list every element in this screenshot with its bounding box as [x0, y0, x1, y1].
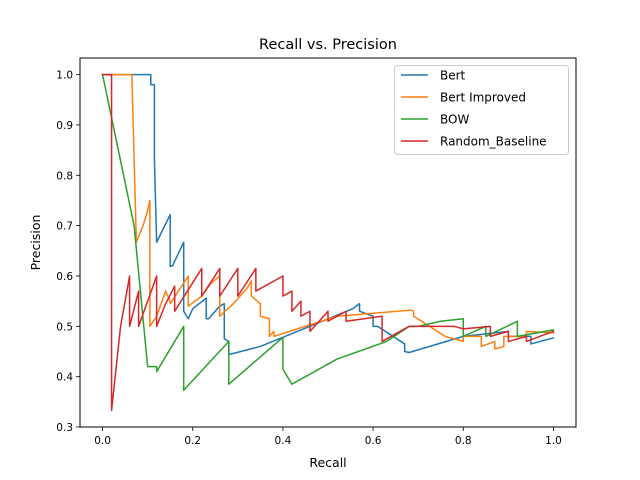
x-tick-label: 0.2 — [184, 435, 201, 447]
y-tick-label: 1.0 — [56, 70, 73, 82]
y-tick-label: 0.5 — [56, 321, 73, 333]
plot-frame — [79, 57, 577, 428]
series-line-3 — [101, 73, 555, 412]
series-line-1 — [101, 73, 555, 350]
legend-frame — [394, 65, 569, 155]
legend-label-3: Random_Baseline — [440, 135, 547, 149]
y-axis-label: Precision — [28, 215, 43, 271]
y-tick-label: 0.8 — [56, 170, 73, 182]
series-line-2 — [101, 73, 555, 391]
y-tick-label: 0.9 — [56, 120, 73, 132]
legend-label-1: Bert Improved — [440, 91, 526, 105]
legend-label-0: Bert — [440, 69, 466, 83]
legend: Bert Bert Improved BOW Random_Baseline — [394, 65, 569, 155]
chart-title: Recall vs. Precision — [259, 37, 397, 53]
series-layer — [101, 73, 555, 412]
y-axis-ticks: 0.3 0.4 0.5 0.6 0.7 0.8 0.9 1.0 — [56, 70, 80, 434]
x-tick-label: 0.0 — [94, 435, 111, 447]
legend-label-2: BOW — [440, 113, 469, 127]
x-axis-ticks: 0.0 0.2 0.4 0.6 0.8 1.0 — [94, 427, 562, 447]
y-tick-label: 0.4 — [56, 372, 73, 384]
y-tick-label: 0.7 — [56, 221, 73, 233]
x-tick-label: 0.8 — [455, 435, 472, 447]
x-axis-label: Recall — [309, 455, 346, 470]
x-tick-label: 0.6 — [365, 435, 382, 447]
y-tick-label: 0.6 — [56, 271, 73, 283]
x-tick-label: 0.4 — [275, 435, 292, 447]
y-tick-label: 0.3 — [56, 422, 73, 434]
legend-items: Bert Bert Improved BOW Random_Baseline — [401, 69, 547, 149]
x-tick-label: 1.0 — [545, 435, 562, 447]
